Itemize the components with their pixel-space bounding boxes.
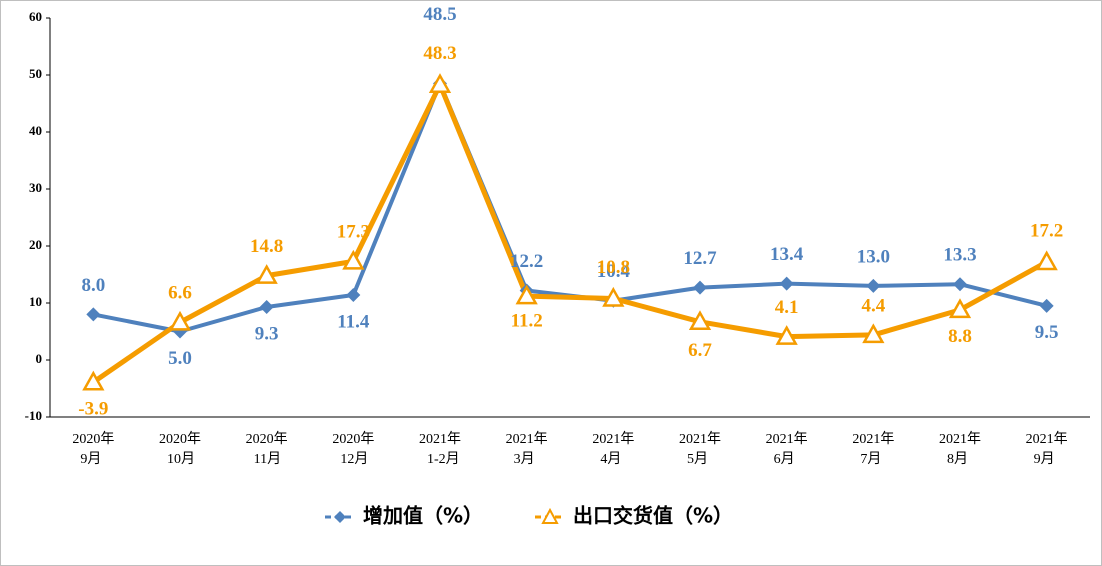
legend-marker: [541, 507, 559, 524]
value-label: 8.8: [948, 326, 972, 347]
x-tick-label: 1-2月: [427, 451, 460, 467]
marker: [1035, 250, 1058, 271]
value-label: 14.8: [250, 236, 283, 257]
x-tick-label: 2021年: [592, 431, 634, 447]
x-tick-label: 8月: [947, 451, 968, 467]
value-label: 11.4: [337, 311, 370, 332]
y-tick-label: 30: [29, 180, 42, 195]
y-tick-label: 50: [29, 66, 42, 81]
x-tick-label: 2021年: [419, 431, 461, 447]
marker: [346, 288, 361, 303]
x-tick-label: 2021年: [679, 431, 721, 447]
marker: [688, 310, 712, 331]
value-label: 4.4: [861, 295, 885, 316]
x-tick-label: 7月: [860, 451, 881, 467]
series-line: [91, 82, 1048, 385]
marker: [1039, 298, 1054, 313]
marker: [862, 323, 885, 344]
x-tick-label: 9月: [1034, 451, 1055, 467]
y-tick-label: 60: [29, 9, 42, 24]
x-tick-label: 2021年: [939, 431, 981, 447]
x-tick-label: 4月: [600, 451, 621, 467]
x-tick-label: 12月: [340, 451, 368, 467]
marker: [428, 73, 452, 93]
legend-label: 增加值（%）: [363, 504, 483, 528]
value-label: 17.2: [1030, 220, 1063, 241]
value-label: 12.2: [510, 251, 543, 272]
value-label: 10.4: [597, 261, 631, 282]
x-tick-label: 2020年: [159, 431, 201, 447]
x-tick-label: 11月: [254, 451, 281, 467]
value-label: 9.5: [1035, 322, 1059, 343]
marker: [86, 307, 101, 322]
x-tick-label: 6月: [774, 451, 795, 467]
value-label: 12.7: [683, 248, 717, 269]
x-tick-label: 10月: [167, 451, 195, 467]
x-tick-label: 2021年: [506, 431, 548, 447]
legend-marker: [334, 511, 346, 523]
marker: [779, 276, 794, 291]
y-tick-label: 0: [36, 351, 43, 366]
marker: [342, 249, 365, 270]
legend-label: 出口交货值（%）: [573, 504, 733, 528]
value-label: 13.4: [770, 244, 804, 265]
value-label: 17.3: [337, 222, 370, 243]
y-tick-label: 10: [29, 294, 42, 309]
y-tick-label: 20: [29, 237, 42, 252]
value-label: 9.3: [255, 323, 279, 344]
marker: [775, 325, 798, 345]
x-tick-label: 3月: [514, 451, 535, 467]
marker: [866, 278, 881, 293]
marker: [693, 280, 707, 295]
value-label: 4.1: [775, 297, 799, 318]
marker: [168, 310, 192, 331]
value-label: 48.3: [423, 43, 456, 64]
x-tick-label: 2020年: [332, 431, 374, 447]
value-label: 48.5: [423, 4, 456, 25]
y-tick-label: 40: [29, 123, 42, 138]
x-tick-label: 2020年: [72, 431, 114, 447]
x-tick-label: 5月: [687, 451, 708, 467]
x-tick-label: 2021年: [766, 431, 808, 447]
value-label: 5.0: [168, 348, 192, 369]
value-label: 10.8: [597, 257, 630, 278]
marker: [953, 277, 967, 292]
marker: [948, 298, 972, 319]
marker: [602, 286, 625, 307]
value-label: 13.3: [943, 245, 976, 266]
x-tick-label: 2021年: [852, 431, 894, 447]
value-label: 8.0: [81, 275, 105, 296]
marker: [259, 299, 274, 314]
x-tick-label: 2021年: [1026, 431, 1068, 447]
value-label: 13.0: [857, 246, 890, 267]
marker: [515, 284, 538, 305]
value-label: -3.9: [78, 399, 108, 420]
value-label: 6.6: [168, 283, 192, 304]
marker: [255, 264, 278, 284]
value-label: 11.2: [511, 311, 543, 332]
value-label: 6.7: [688, 340, 712, 361]
x-tick-label: 9月: [80, 451, 101, 467]
x-tick-label: 2020年: [246, 431, 288, 447]
marker: [82, 370, 105, 391]
y-tick-label: -10: [25, 408, 42, 423]
